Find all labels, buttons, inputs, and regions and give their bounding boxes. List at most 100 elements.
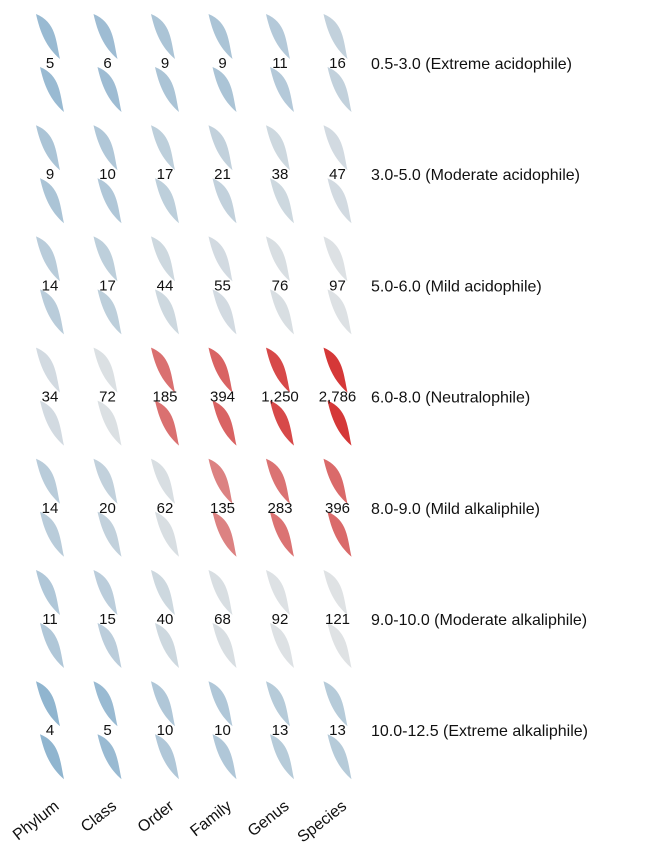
cell-value-label: 10 xyxy=(157,722,174,739)
cell-leaf-lower xyxy=(40,623,64,668)
cell-value-label: 9 xyxy=(218,55,226,72)
cell-leaf-upper xyxy=(208,458,233,504)
heatmap-cell: 10 xyxy=(93,125,122,224)
cell-value-label: 40 xyxy=(157,611,174,628)
heatmap-cell: 62 xyxy=(151,458,179,557)
cell-leaf-upper xyxy=(36,570,60,615)
column-label: Family xyxy=(187,798,235,840)
cell-leaf-lower xyxy=(40,511,64,557)
cell-value-label: 44 xyxy=(157,277,174,294)
row-labels: 0.5-3.0 (Extreme acidophile) 3.0-5.0 (Mod… xyxy=(371,56,588,740)
heatmap-cell: 14 xyxy=(36,458,64,557)
heatmap-cell: 20 xyxy=(93,458,122,557)
cell-value-label: 17 xyxy=(99,277,116,294)
heatmap-cell: 10 xyxy=(208,681,237,780)
cell-leaf-upper xyxy=(323,14,348,59)
cell-leaf-upper xyxy=(323,681,348,727)
cell-value-label: 14 xyxy=(42,277,59,294)
cell-leaf-upper xyxy=(323,236,348,282)
heatmap-cell: 9 xyxy=(151,14,179,112)
cell-leaf-upper xyxy=(151,681,175,727)
cell-leaf-upper xyxy=(93,125,118,171)
heatmap-cell: 11 xyxy=(266,14,294,112)
cell-leaf-lower xyxy=(327,734,352,780)
cell-leaf-lower xyxy=(40,289,64,335)
column-label: Phylum xyxy=(10,798,63,844)
cell-leaf-upper xyxy=(208,125,233,171)
cell-leaf-lower xyxy=(97,511,122,557)
cell-value-label: 10 xyxy=(99,166,116,183)
cell-value-label: 121 xyxy=(325,611,350,628)
cell-leaf-upper xyxy=(93,681,118,727)
cell-leaf-lower xyxy=(327,400,352,446)
cell-leaf-lower xyxy=(270,178,294,224)
heatmap-cell: 68 xyxy=(208,570,237,668)
cell-leaf-upper xyxy=(323,458,348,504)
cell-value-label: 4 xyxy=(46,722,54,739)
cell-leaf-lower xyxy=(212,623,237,668)
cell-value-label: 76 xyxy=(272,277,289,294)
cell-value-label: 283 xyxy=(267,500,292,517)
heatmap-cell: 17 xyxy=(93,236,122,335)
column-label: Genus xyxy=(245,798,293,840)
cell-leaf-lower xyxy=(155,400,179,446)
cell-leaf-upper xyxy=(266,570,290,615)
heatmap-cell: 72 xyxy=(93,347,122,446)
heatmap-cell: 5 xyxy=(93,681,122,780)
row-label: 3.0-5.0 (Moderate acidophile) xyxy=(371,167,580,184)
cell-leaf-upper xyxy=(36,236,60,282)
cell-leaf-upper xyxy=(208,570,233,615)
cell-leaf-upper xyxy=(36,14,60,59)
cell-leaf-lower xyxy=(40,67,64,112)
cell-value-label: 92 xyxy=(272,611,289,628)
cell-leaf-upper xyxy=(208,14,233,59)
cell-value-label: 16 xyxy=(329,55,346,72)
heatmap-cell: 44 xyxy=(151,236,179,335)
heatmap-cell: 394 xyxy=(208,347,237,446)
cell-leaf-lower xyxy=(212,511,237,557)
cell-leaf-lower xyxy=(270,511,294,557)
heatmap-cell: 17 xyxy=(151,125,179,224)
cell-value-label: 9 xyxy=(46,166,54,183)
heatmap-cell: 135 xyxy=(208,458,237,557)
cell-value-label: 11 xyxy=(272,55,288,72)
cell-leaf-upper xyxy=(266,236,290,282)
cell-leaf-lower xyxy=(212,178,237,224)
heatmap-cell: 21 xyxy=(208,125,237,224)
cell-leaf-lower xyxy=(155,289,179,335)
cell-value-label: 17 xyxy=(157,166,174,183)
heatmap-cell: 15 xyxy=(93,570,122,668)
heatmap-cell: 11 xyxy=(36,570,64,668)
cell-leaf-upper xyxy=(151,570,175,615)
row-label: 8.0-9.0 (Mild alkaliphile) xyxy=(371,501,540,518)
cell-leaf-lower xyxy=(97,289,122,335)
cell-leaf-lower xyxy=(270,734,294,780)
cell-leaf-upper xyxy=(36,458,60,504)
cell-value-label: 34 xyxy=(42,389,59,406)
heatmap-cell: 4 xyxy=(36,681,64,780)
heatmap-cell: 92 xyxy=(266,570,294,668)
cell-value-label: 55 xyxy=(214,277,231,294)
cell-leaf-upper xyxy=(208,347,233,393)
heatmap-cell: 5 xyxy=(36,14,64,112)
column-label: Order xyxy=(135,797,178,836)
cell-leaf-upper xyxy=(208,681,233,727)
cell-leaf-lower xyxy=(327,511,352,557)
cell-leaf-lower xyxy=(270,400,294,446)
cell-leaf-upper xyxy=(93,236,118,282)
heatmap-cell: 1,250 xyxy=(261,347,299,446)
heatmap-cell: 2,786 xyxy=(319,347,356,446)
row-label: 0.5-3.0 (Extreme acidophile) xyxy=(371,56,572,73)
heatmap-cell: 10 xyxy=(151,681,179,780)
cell-leaf-lower xyxy=(327,289,352,335)
cell-leaf-upper xyxy=(93,458,118,504)
cell-leaf-upper xyxy=(266,14,290,59)
cell-leaf-upper xyxy=(266,458,290,504)
row-label: 10.0-12.5 (Extreme alkaliphile) xyxy=(371,723,588,740)
cell-leaf-upper xyxy=(208,236,233,282)
cell-leaf-upper xyxy=(266,125,290,171)
heatmap-cell: 283 xyxy=(266,458,294,557)
cell-leaf-lower xyxy=(97,178,122,224)
cell-value-label: 15 xyxy=(99,611,116,628)
